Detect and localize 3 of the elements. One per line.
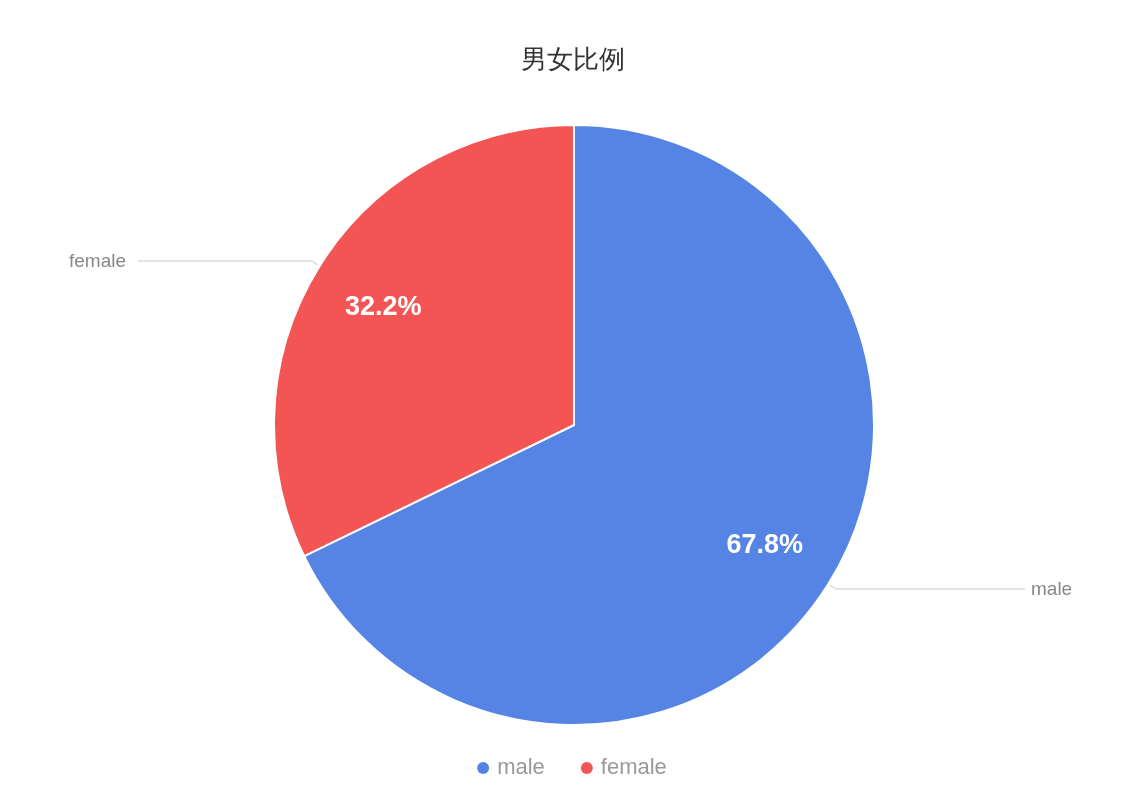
legend-label: female [600,754,667,779]
legend-label: male [497,754,545,779]
title: 男女比例 [521,44,625,74]
